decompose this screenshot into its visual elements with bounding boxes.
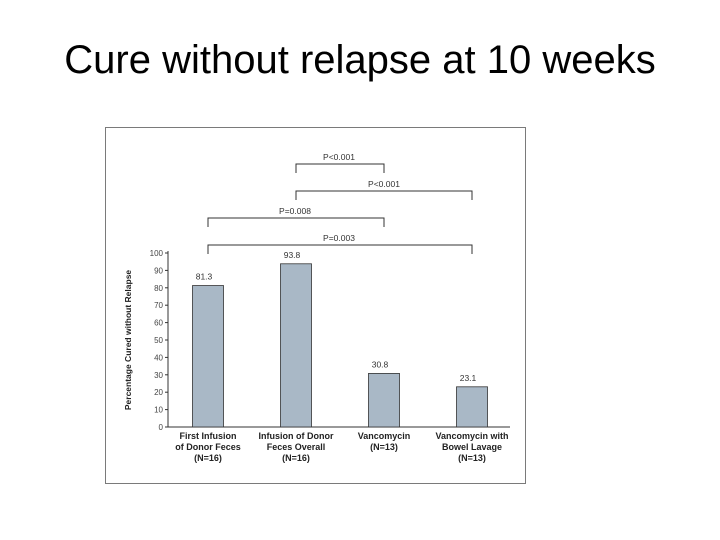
x-tick-label: Vancomycin: [358, 431, 411, 441]
y-axis-label: Percentage Cured without Relapse: [123, 270, 133, 411]
x-tick-label: (N=13): [458, 453, 486, 463]
x-tick-label: Bowel Lavage: [442, 442, 502, 452]
significance-bracket: [295, 163, 385, 173]
p-value-label: P=0.008: [279, 206, 311, 216]
bar: [192, 285, 224, 428]
y-tick-label: 50: [154, 336, 163, 345]
data-label: 81.3: [196, 272, 213, 282]
bar: [368, 373, 400, 428]
data-label: 30.8: [372, 359, 389, 369]
p-value-label: P<0.001: [323, 152, 355, 162]
y-tick-label: 80: [154, 284, 163, 293]
x-tick-label: Vancomycin with: [435, 431, 508, 441]
significance-bracket: [207, 244, 473, 254]
y-tick-label: 90: [154, 266, 163, 275]
bar: [280, 263, 312, 428]
y-tick-label: 10: [154, 406, 163, 415]
data-label: 93.8: [284, 250, 301, 260]
slide-title: Cure without relapse at 10 weeks: [64, 38, 656, 82]
x-tick-label: First Infusion: [180, 431, 237, 441]
significance-bracket: [295, 190, 473, 200]
significance-bracket: [207, 217, 385, 227]
x-tick-label: Infusion of Donor: [259, 431, 334, 441]
bar: [456, 386, 488, 428]
data-label: 23.1: [460, 373, 477, 383]
y-tick-label: 70: [154, 301, 163, 310]
y-tick-label: 0: [159, 423, 164, 432]
chart-frame: [105, 127, 526, 484]
y-tick-label: 30: [154, 371, 163, 380]
p-value-label: P=0.003: [323, 233, 355, 243]
y-tick-label: 60: [154, 319, 163, 328]
x-tick-label: of Donor Feces: [175, 442, 241, 452]
x-tick-label: (N=13): [370, 442, 398, 452]
x-tick-label: (N=16): [194, 453, 222, 463]
p-value-label: P<0.001: [368, 179, 400, 189]
y-tick-label: 40: [154, 353, 163, 362]
y-tick-label: 100: [150, 249, 164, 258]
y-tick-label: 20: [154, 388, 163, 397]
x-tick-label: (N=16): [282, 453, 310, 463]
x-tick-label: Feces Overall: [267, 442, 326, 452]
